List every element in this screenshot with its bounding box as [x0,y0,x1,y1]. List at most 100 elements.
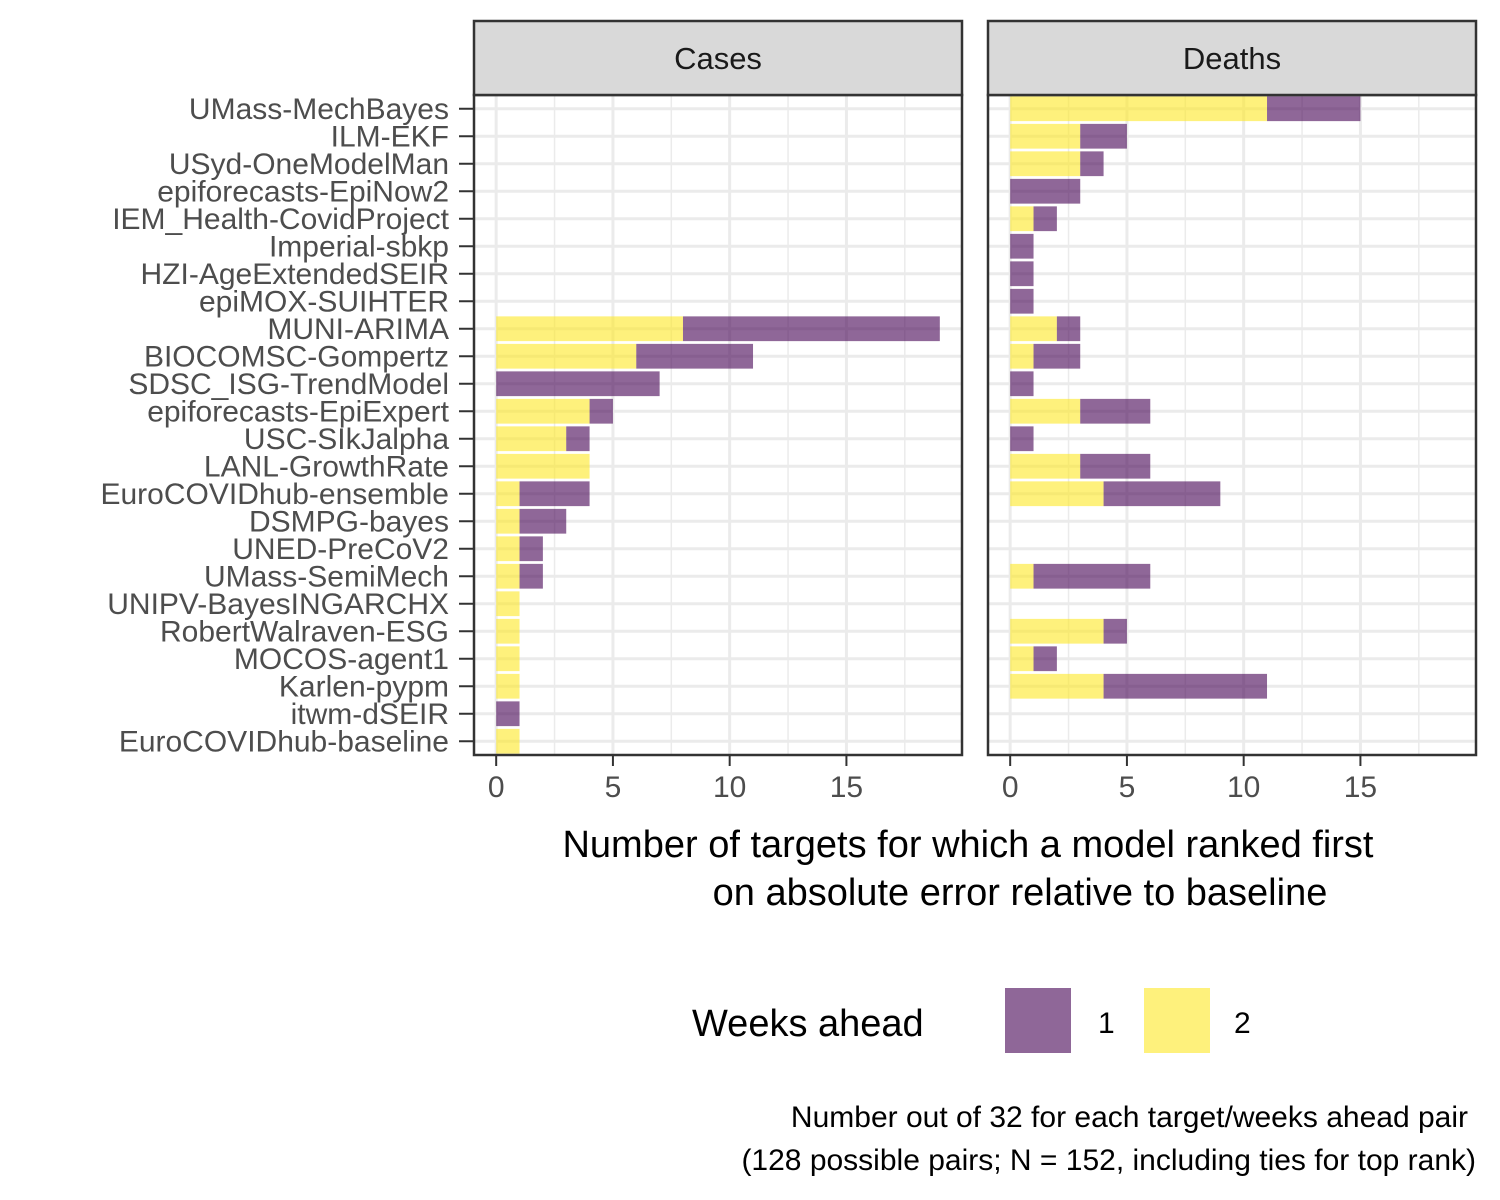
bar-deaths-robertwalraven-esg-weeks-1 [1103,618,1127,644]
x-tick-label: 0 [1002,771,1019,804]
bar-deaths-epimox-suihter-weeks-1 [1010,288,1034,314]
y-tick-label-dsmpg-bayes: DSMPG-bayes [249,505,449,538]
y-tick-label-hzi-ageextendedseir: HZI-AgeExtendedSEIR [141,258,449,291]
strip-cases [472,19,964,97]
x-axis-title-line-1: Number of targets for which a model rank… [562,824,1373,866]
bar-deaths-muni-arima-weeks-2 [1010,316,1057,342]
x-tick-label: 5 [605,771,622,804]
bar-cases-umass-semimech-weeks-2 [496,563,520,589]
bar-cases-epiforecasts-epiexpert-weeks-2 [496,398,590,424]
bar-cases-eurocovidhub-ensemble-weeks-2 [496,481,520,507]
legend-swatch-1 [1005,988,1071,1053]
y-tick-label-iem-health-covidproject: IEM_Health-CovidProject [112,203,449,236]
bar-deaths-ilm-ekf-weeks-1 [1080,123,1127,149]
bar-deaths-umass-mechbayes-weeks-1 [1267,96,1361,122]
bar-deaths-biocomsc-gompertz-weeks-1 [1033,343,1081,369]
x-tick-label: 10 [1227,771,1260,804]
y-tick-label-eurocovidhub-baseline: EuroCOVIDhub-baseline [119,725,449,758]
y-tick-label-umass-semimech: UMass-SemiMech [204,560,449,593]
bar-cases-eurocovidhub-baseline-weeks-2 [496,728,520,754]
bar-deaths-epiforecasts-epiexpert-weeks-2 [1010,398,1081,424]
bar-cases-usc-sikjalpha-weeks-1 [566,426,590,452]
bar-deaths-iem-health-covidproject-weeks-2 [1010,206,1034,232]
y-tick-label-usyd-onemodelman: USyd-OneModelMan [169,148,449,181]
x-tick-label: 10 [713,771,746,804]
y-tick-label-umass-mechbayes: UMass-MechBayes [189,93,449,126]
bar-cases-uned-precov2-weeks-2 [496,536,520,562]
bar-cases-unipv-bayesingarchx-weeks-2 [496,591,520,617]
bar-cases-usc-sikjalpha-weeks-2 [496,426,567,452]
y-tick-label-epiforecasts-epinow2: epiforecasts-EpiNow2 [157,175,449,208]
bar-deaths-iem-health-covidproject-weeks-1 [1033,206,1057,232]
legend-title: Weeks ahead [692,1003,924,1045]
panel-background [988,95,1476,755]
bar-deaths-eurocovidhub-ensemble-weeks-1 [1103,481,1221,507]
legend: Weeks ahead 1 2 [692,988,1251,1053]
bar-deaths-lanl-growthrate-weeks-2 [1010,453,1081,479]
y-tick-label-mocos-agent1: MOCOS-agent1 [234,643,449,676]
bar-deaths-usyd-onemodelman-weeks-1 [1080,151,1104,177]
x-axis-title-line-2: on absolute error relative to baseline [713,872,1328,914]
caption-line-1: Number out of 32 for each target/weeks a… [791,1101,1468,1134]
panels-layer: Cases 0 5 10 15 Deaths 0 5 10 15 [472,19,1478,804]
bar-cases-dsmpg-bayes-weeks-1 [519,508,567,534]
y-tick-label-unipv-bayesingarchx: UNIPV-BayesINGARCHX [107,588,449,621]
y-tick-label-epimox-suihter: epiMOX-SUIHTER [199,285,449,318]
y-tick-label-imperial-sbkp: Imperial-sbkp [269,230,449,263]
x-tick-label: 15 [830,771,863,804]
y-tick-label-eurocovidhub-ensemble: EuroCOVIDhub-ensemble [100,478,449,511]
y-tick-label-robertwalraven-esg: RobertWalraven-ESG [160,615,449,648]
bar-cases-uned-precov2-weeks-1 [519,536,543,562]
bar-cases-lanl-growthrate-weeks-2 [496,453,590,479]
bar-cases-muni-arima-weeks-1 [682,316,940,342]
x-tick-label: 15 [1344,771,1377,804]
bar-deaths-umass-semimech-weeks-1 [1033,563,1151,589]
bar-cases-umass-semimech-weeks-1 [519,563,543,589]
bar-cases-biocomsc-gompertz-weeks-2 [496,343,637,369]
panel-deaths: Deaths 0 5 10 15 [986,19,1478,804]
bar-deaths-epiforecasts-epinow2-weeks-1 [1010,178,1081,204]
bar-deaths-karlen-pypm-weeks-1 [1103,673,1268,699]
bar-deaths-imperial-sbkp-weeks-1 [1010,233,1034,259]
strip-label-deaths: Deaths [1183,41,1281,76]
y-tick-label-lanl-growthrate: LANL-GrowthRate [204,450,449,483]
bar-deaths-biocomsc-gompertz-weeks-2 [1010,343,1034,369]
bar-deaths-ilm-ekf-weeks-2 [1010,123,1081,149]
panel-cases: Cases 0 5 10 15 [472,19,964,804]
y-axis-labels: UMass-MechBayesILM-EKFUSyd-OneModelManep… [100,93,474,758]
bar-deaths-hzi-ageextendedseir-weeks-1 [1010,261,1034,287]
panel-background [474,95,962,755]
bar-deaths-lanl-growthrate-weeks-1 [1080,453,1151,479]
bar-deaths-sdsc-isg-trendmodel-weeks-1 [1010,371,1034,397]
bar-deaths-mocos-agent1-weeks-1 [1033,646,1057,672]
bar-deaths-robertwalraven-esg-weeks-2 [1010,618,1104,644]
bar-cases-itwm-dseir-weeks-1 [496,701,520,727]
legend-label-2: 2 [1234,1007,1251,1040]
bar-cases-biocomsc-gompertz-weeks-1 [636,343,754,369]
bar-deaths-usc-sikjalpha-weeks-1 [1010,426,1034,452]
y-tick-label-itwm-dseir: itwm-dSEIR [291,698,449,731]
bar-cases-eurocovidhub-ensemble-weeks-1 [519,481,590,507]
bar-deaths-umass-mechbayes-weeks-2 [1010,96,1268,122]
legend-swatch-2 [1144,988,1210,1053]
y-tick-label-uned-precov2: UNED-PreCoV2 [232,533,449,566]
x-tick-label: 5 [1119,771,1136,804]
strip-label-cases: Cases [674,41,762,76]
bar-cases-dsmpg-bayes-weeks-2 [496,508,520,534]
bar-cases-sdsc-isg-trendmodel-weeks-1 [496,371,660,397]
strip-deaths [986,19,1478,97]
y-tick-label-epiforecasts-epiexpert: epiforecasts-EpiExpert [147,395,449,428]
bar-cases-robertwalraven-esg-weeks-2 [496,618,520,644]
caption-line-2: (128 possible pairs; N = 152, including … [741,1144,1476,1177]
y-tick-label-usc-sikjalpha: USC-SIkJalpha [244,423,449,456]
bar-deaths-muni-arima-weeks-1 [1056,316,1081,342]
bar-deaths-usyd-onemodelman-weeks-2 [1010,151,1081,177]
y-tick-label-ilm-ekf: ILM-EKF [331,120,449,153]
bar-cases-mocos-agent1-weeks-2 [496,646,520,672]
bar-deaths-umass-semimech-weeks-2 [1010,563,1034,589]
legend-label-1: 1 [1098,1007,1115,1040]
x-tick-label: 0 [488,771,505,804]
bar-cases-muni-arima-weeks-2 [496,316,683,342]
bar-cases-epiforecasts-epiexpert-weeks-1 [589,398,613,424]
